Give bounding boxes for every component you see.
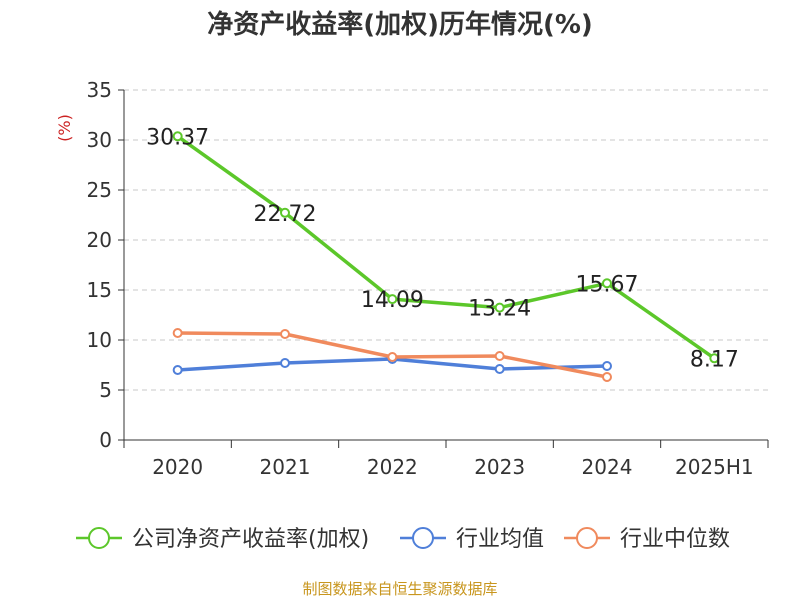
y-tick-label: 0	[99, 428, 112, 452]
data-point	[494, 364, 505, 374]
y-tick-label: 25	[87, 178, 112, 202]
chart-title: 净资产收益率(加权)历年情况(%)	[207, 10, 593, 40]
legend-marker	[88, 527, 110, 549]
data-label: 14.09	[361, 288, 424, 313]
data-label: 30.37	[146, 125, 209, 150]
data-point	[172, 365, 183, 375]
series-line	[176, 134, 716, 360]
data-point	[280, 329, 290, 339]
legend-label: 行业均值	[456, 527, 544, 552]
legend-marker	[412, 527, 434, 549]
data-point	[172, 328, 183, 338]
legend-label: 行业中位数	[620, 527, 730, 552]
data-point	[387, 294, 398, 305]
data-label: 22.72	[254, 202, 317, 227]
data-source-note: 制图数据来自恒生聚源数据库	[302, 580, 498, 598]
data-point	[709, 353, 720, 364]
data-point	[602, 372, 612, 382]
x-tick-label: 2025H1	[675, 455, 754, 479]
data-label: 8.17	[690, 347, 739, 372]
data-point	[602, 361, 612, 371]
data-point	[172, 131, 183, 142]
data-point	[387, 352, 398, 362]
x-tick-label: 2022	[367, 455, 418, 479]
x-tick-label: 2023	[474, 455, 525, 479]
x-tick-label: 2020	[152, 455, 203, 479]
y-tick-label: 35	[87, 78, 112, 102]
y-axis-label: (%)	[55, 114, 74, 142]
data-point	[602, 278, 612, 289]
data-point	[494, 351, 505, 361]
y-tick-label: 5	[99, 378, 112, 402]
data-point	[280, 358, 290, 368]
y-tick-label: 15	[87, 278, 112, 302]
data-label: 13.24	[468, 297, 531, 322]
legend-marker	[576, 527, 598, 549]
y-tick-label: 30	[87, 128, 112, 152]
data-label: 15.67	[576, 272, 639, 297]
x-tick-label: 2021	[260, 455, 311, 479]
y-tick-label: 20	[87, 228, 112, 252]
x-tick-label: 2024	[582, 455, 633, 479]
data-point	[494, 302, 505, 313]
data-point	[280, 207, 290, 218]
y-tick-label: 10	[87, 328, 112, 352]
legend-label: 公司净资产收益率(加权)	[132, 527, 369, 552]
